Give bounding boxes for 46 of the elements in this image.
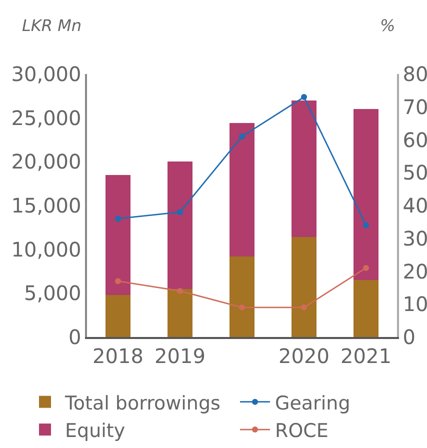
point <box>363 264 369 271</box>
bar <box>230 256 254 337</box>
point <box>177 209 183 216</box>
y-tick-label: 5,000 <box>24 281 82 306</box>
x-tick-label: 2018 <box>92 344 144 368</box>
y2-tick-label: 50 <box>402 160 427 185</box>
bar <box>292 100 316 238</box>
bar <box>292 237 316 337</box>
bar <box>168 162 192 289</box>
legend-label: ROCE <box>275 420 328 442</box>
point <box>239 304 245 310</box>
x-tick-label: 2019 <box>154 344 206 368</box>
bar <box>354 280 378 337</box>
legend-label: Total borrowings <box>64 392 220 414</box>
y2-tick-label: 30 <box>402 226 427 250</box>
y-tick-label: 20,000 <box>11 150 82 174</box>
point <box>115 278 121 284</box>
point <box>301 304 307 310</box>
y2-tick-label: 0 <box>402 325 416 349</box>
y-tick-label: 10,000 <box>11 237 82 262</box>
y2-tick-label: 20 <box>402 259 427 284</box>
point <box>177 288 183 294</box>
y2-tick-label: 70 <box>402 94 427 119</box>
point <box>115 216 121 222</box>
y-tick-label: 0 <box>68 325 82 349</box>
bar <box>168 288 192 337</box>
y-axis-title: LKR Mn <box>22 16 82 35</box>
legend-label: Gearing <box>275 392 350 414</box>
point <box>239 133 245 140</box>
y2-tick-label: 10 <box>402 292 427 316</box>
legend-label: Equity <box>65 420 126 442</box>
point <box>301 94 307 100</box>
x-tick-label: 2021 <box>340 344 392 368</box>
bar <box>106 294 130 337</box>
y2-axis-title: % <box>380 16 396 35</box>
point <box>363 222 369 228</box>
bar <box>106 174 130 295</box>
y2-tick-label: 60 <box>402 128 427 152</box>
y-tick-label: 30,000 <box>11 62 82 86</box>
y-tick-label: 15,000 <box>11 194 82 218</box>
bar <box>354 109 378 280</box>
y-tick-label: 25,000 <box>11 106 82 130</box>
bar <box>230 123 254 256</box>
y2-tick-label: 40 <box>402 194 427 218</box>
y2-tick-label: 80 <box>402 62 427 86</box>
x-tick-label: 2020 <box>278 344 330 368</box>
